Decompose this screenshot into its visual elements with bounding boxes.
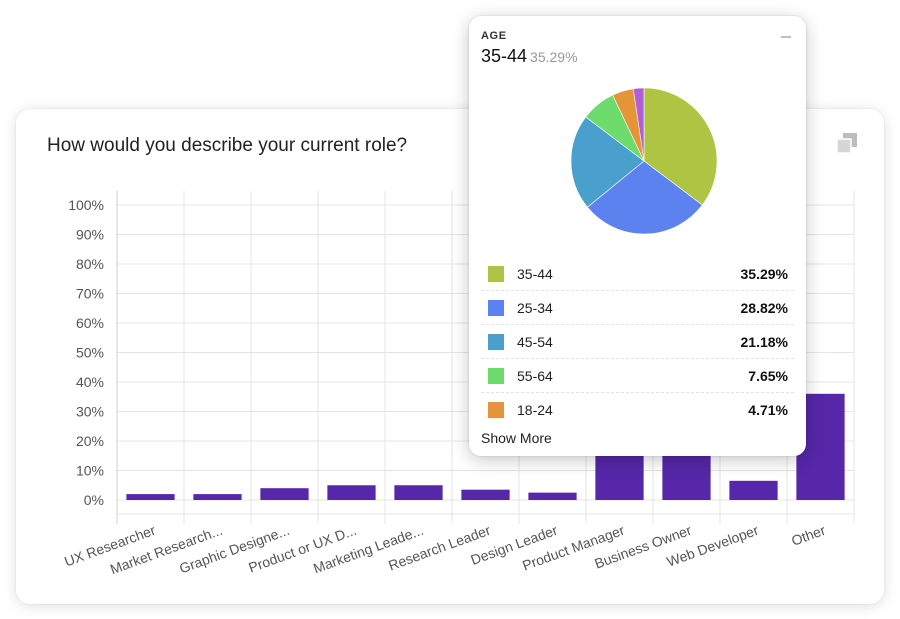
pie-slice[interactable] (570, 116, 645, 208)
bar[interactable] (394, 485, 443, 500)
pie-slice[interactable] (643, 87, 718, 206)
pie-legend: 35-44 35.29% 25-34 28.82% 45-54 21.18% 55-64 7.… (481, 257, 794, 426)
legend-swatch (488, 299, 504, 316)
pie-slice[interactable] (632, 87, 645, 162)
y-tick-label: 80% (76, 256, 104, 272)
legend-label: 55-64 (517, 367, 553, 384)
age-popup: AGE 35-44 35.29% 35-44 35.29% 25-34 28.82% 45… (469, 16, 806, 456)
copy-icon[interactable] (835, 131, 859, 155)
legend-value: 35.29% (740, 265, 788, 282)
pie-chart (570, 87, 718, 235)
legend-row[interactable]: 18-24 4.71% (481, 392, 794, 426)
y-tick-label: 70% (76, 286, 104, 302)
y-tick-label: 30% (76, 404, 104, 420)
minimize-icon[interactable] (780, 30, 792, 42)
y-tick-label: 10% (76, 463, 104, 479)
show-more-link[interactable]: Show More (481, 430, 552, 446)
legend-swatch (488, 401, 504, 418)
bar[interactable] (126, 494, 175, 500)
y-tick-label: 20% (76, 433, 104, 449)
popup-selected-label: 35-44 (481, 46, 528, 66)
legend-label: 45-54 (517, 333, 553, 350)
y-tick-label: 90% (76, 227, 104, 243)
popup-label: AGE (481, 30, 507, 42)
bar[interactable] (528, 492, 577, 500)
legend-value: 21.18% (740, 333, 788, 350)
legend-swatch (488, 333, 504, 350)
legend-row[interactable]: 25-34 28.82% (481, 290, 794, 324)
chart-title: How would you describe your current role… (47, 135, 408, 156)
legend-value: 7.65% (748, 367, 788, 384)
popup-selected-value: 35.29% (530, 49, 578, 65)
legend-swatch (488, 265, 504, 282)
legend-label: 25-34 (517, 299, 553, 316)
legend-value: 28.82% (740, 299, 788, 316)
y-tick-label: 40% (76, 374, 104, 390)
legend-row[interactable]: 55-64 7.65% (481, 358, 794, 392)
y-tick-label: 50% (76, 345, 104, 361)
pie-slice[interactable] (587, 160, 703, 235)
legend-label: 18-24 (517, 401, 553, 418)
legend-row[interactable]: 35-44 35.29% (481, 257, 794, 290)
bar[interactable] (193, 494, 242, 500)
bar[interactable] (729, 480, 778, 500)
bar[interactable] (327, 485, 376, 500)
legend-swatch (488, 367, 504, 384)
legend-value: 4.71% (748, 401, 788, 418)
bar[interactable] (662, 455, 711, 500)
bar[interactable] (461, 489, 510, 500)
x-tick-label: Other (789, 522, 828, 549)
y-tick-label: 100% (68, 197, 104, 213)
bar[interactable] (595, 455, 644, 500)
bar[interactable] (260, 488, 309, 500)
popup-selected: 35-44 35.29% (481, 46, 578, 67)
y-tick-label: 60% (76, 315, 104, 331)
legend-label: 35-44 (517, 265, 553, 282)
legend-row[interactable]: 45-54 21.18% (481, 324, 794, 358)
y-tick-label: 0% (84, 492, 104, 508)
